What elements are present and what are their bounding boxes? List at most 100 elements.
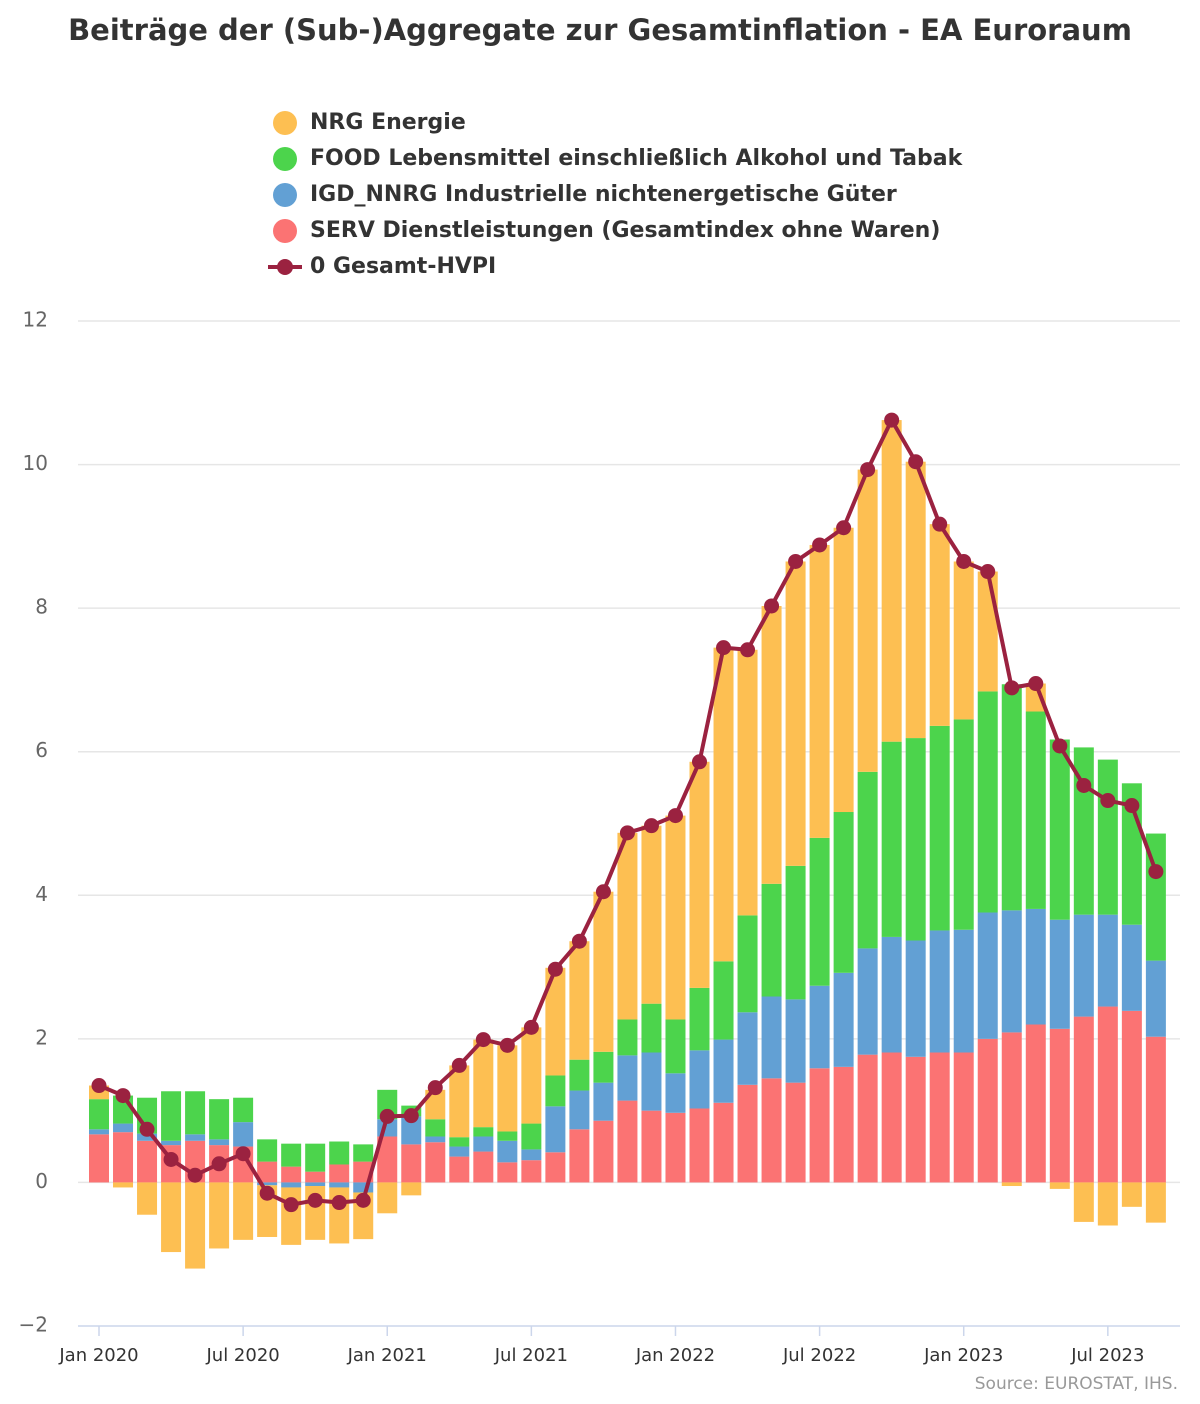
bar [425,1142,446,1183]
bar [785,999,806,1083]
bar [737,1012,758,1085]
bar [641,825,662,1004]
bar [905,461,926,739]
line-marker [980,564,996,580]
line-marker [1124,798,1140,814]
bar [233,1122,254,1147]
line-marker [595,884,611,900]
bar [257,1139,278,1162]
bar [113,1182,134,1188]
bar [665,1019,686,1074]
bar [689,987,710,1051]
bar [353,1144,374,1162]
bar [545,967,566,1076]
line-marker [523,1019,539,1035]
line-marker [427,1080,443,1096]
line-marker [499,1037,515,1053]
bar [497,1045,518,1132]
legend-label[interactable]: 0 Gesamt-HVPI [310,254,496,279]
bar [1001,1182,1022,1187]
bar [905,738,926,941]
legend-label[interactable]: IGD_NNRG Industrielle nichtenergetische … [310,182,897,207]
bar [953,929,974,1053]
x-tick-label: Jan 2020 [58,1345,138,1366]
bar [977,1038,998,1183]
bar [329,1182,350,1188]
line-marker [163,1151,179,1167]
legend-marker [273,219,297,243]
bar [401,1182,422,1196]
bar [809,985,830,1069]
y-tick-label: 10 [23,451,48,475]
y-tick-label: 0 [35,1169,48,1193]
line-marker [139,1121,155,1137]
bar [641,1003,662,1053]
bar [569,1129,590,1183]
legend: NRG Energie FOOD Lebensmittel einschließl… [268,110,964,279]
bar [929,930,950,1053]
bar [977,912,998,1039]
legend-marker [273,147,297,171]
bar [521,1149,542,1161]
line-marker [1028,676,1044,692]
bar [881,936,902,1053]
line-marker [716,640,732,656]
line-marker [403,1108,419,1124]
bar [593,1082,614,1121]
bar [1049,1182,1070,1189]
bar [1097,1006,1118,1183]
bar [1001,684,1022,911]
bar [1121,924,1142,1011]
bar [929,524,950,726]
bar [953,561,974,720]
bar [185,1182,206,1269]
bar [209,1139,230,1146]
line-marker [764,598,780,614]
line-marker [740,642,756,658]
bar [857,948,878,1055]
bar [1121,1010,1142,1183]
bar [137,1182,158,1215]
bar [1049,739,1070,920]
bar [233,1182,254,1240]
bar [161,1182,182,1253]
bar [185,1134,206,1141]
y-tick-label: 6 [35,738,48,762]
bar [401,1116,422,1145]
bar [569,1059,590,1091]
bar [1049,919,1070,1029]
bar [689,1050,710,1109]
bar [1001,1032,1022,1183]
x-tick-label: Jul 2020 [205,1345,279,1366]
bar [953,719,974,930]
legend-label[interactable]: FOOD Lebensmittel einschließlich Alkohol… [310,146,964,171]
line-marker [115,1088,131,1104]
y-tick-label: −2 [19,1313,48,1337]
line-marker [908,454,924,470]
line-marker [547,961,563,977]
x-tick-label: Jul 2021 [494,1345,568,1366]
bar [713,1102,734,1183]
line-marker [836,520,852,536]
legend-label[interactable]: NRG Energie [310,110,466,135]
bar [425,1089,446,1120]
bar [1121,1182,1142,1207]
bar [809,837,830,986]
x-tick-label: Jan 2021 [347,1345,427,1366]
y-tick-label: 2 [35,1025,48,1049]
bar [545,1152,566,1183]
bar [425,1136,446,1143]
bar [929,725,950,931]
bar [785,865,806,1000]
bar [617,832,638,1020]
legend-label[interactable]: SERV Dienstleistungen (Gesamtindex ohne … [310,218,940,243]
bar [785,561,806,866]
bar [857,1054,878,1183]
bar [593,1051,614,1083]
bar [377,1136,398,1183]
bar [329,1164,350,1183]
bar [1049,1028,1070,1183]
bar [521,1123,542,1150]
bar [1025,908,1046,1025]
bar [617,1019,638,1056]
